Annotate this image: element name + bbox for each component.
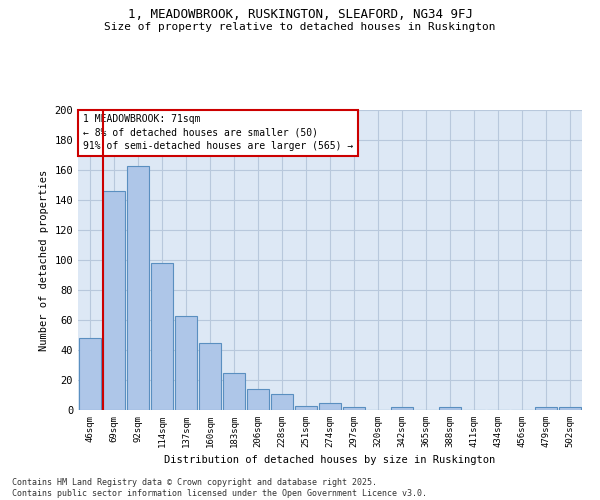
Bar <box>199 342 221 410</box>
Bar <box>223 372 245 410</box>
Bar <box>151 263 173 410</box>
Bar <box>559 407 581 410</box>
Bar <box>319 402 341 410</box>
Y-axis label: Number of detached properties: Number of detached properties <box>39 170 49 350</box>
Bar <box>343 407 365 410</box>
Bar <box>271 394 293 410</box>
Bar <box>79 338 101 410</box>
Bar <box>535 407 557 410</box>
Bar <box>295 406 317 410</box>
Bar <box>175 316 197 410</box>
Text: 1, MEADOWBROOK, RUSKINGTON, SLEAFORD, NG34 9FJ: 1, MEADOWBROOK, RUSKINGTON, SLEAFORD, NG… <box>128 8 473 20</box>
Bar <box>103 191 125 410</box>
Text: Size of property relative to detached houses in Ruskington: Size of property relative to detached ho… <box>104 22 496 32</box>
Text: 1 MEADOWBROOK: 71sqm
← 8% of detached houses are smaller (50)
91% of semi-detach: 1 MEADOWBROOK: 71sqm ← 8% of detached ho… <box>83 114 353 151</box>
X-axis label: Distribution of detached houses by size in Ruskington: Distribution of detached houses by size … <box>164 456 496 466</box>
Bar <box>391 407 413 410</box>
Bar <box>247 389 269 410</box>
Text: Contains HM Land Registry data © Crown copyright and database right 2025.
Contai: Contains HM Land Registry data © Crown c… <box>12 478 427 498</box>
Bar <box>127 166 149 410</box>
Bar <box>439 407 461 410</box>
